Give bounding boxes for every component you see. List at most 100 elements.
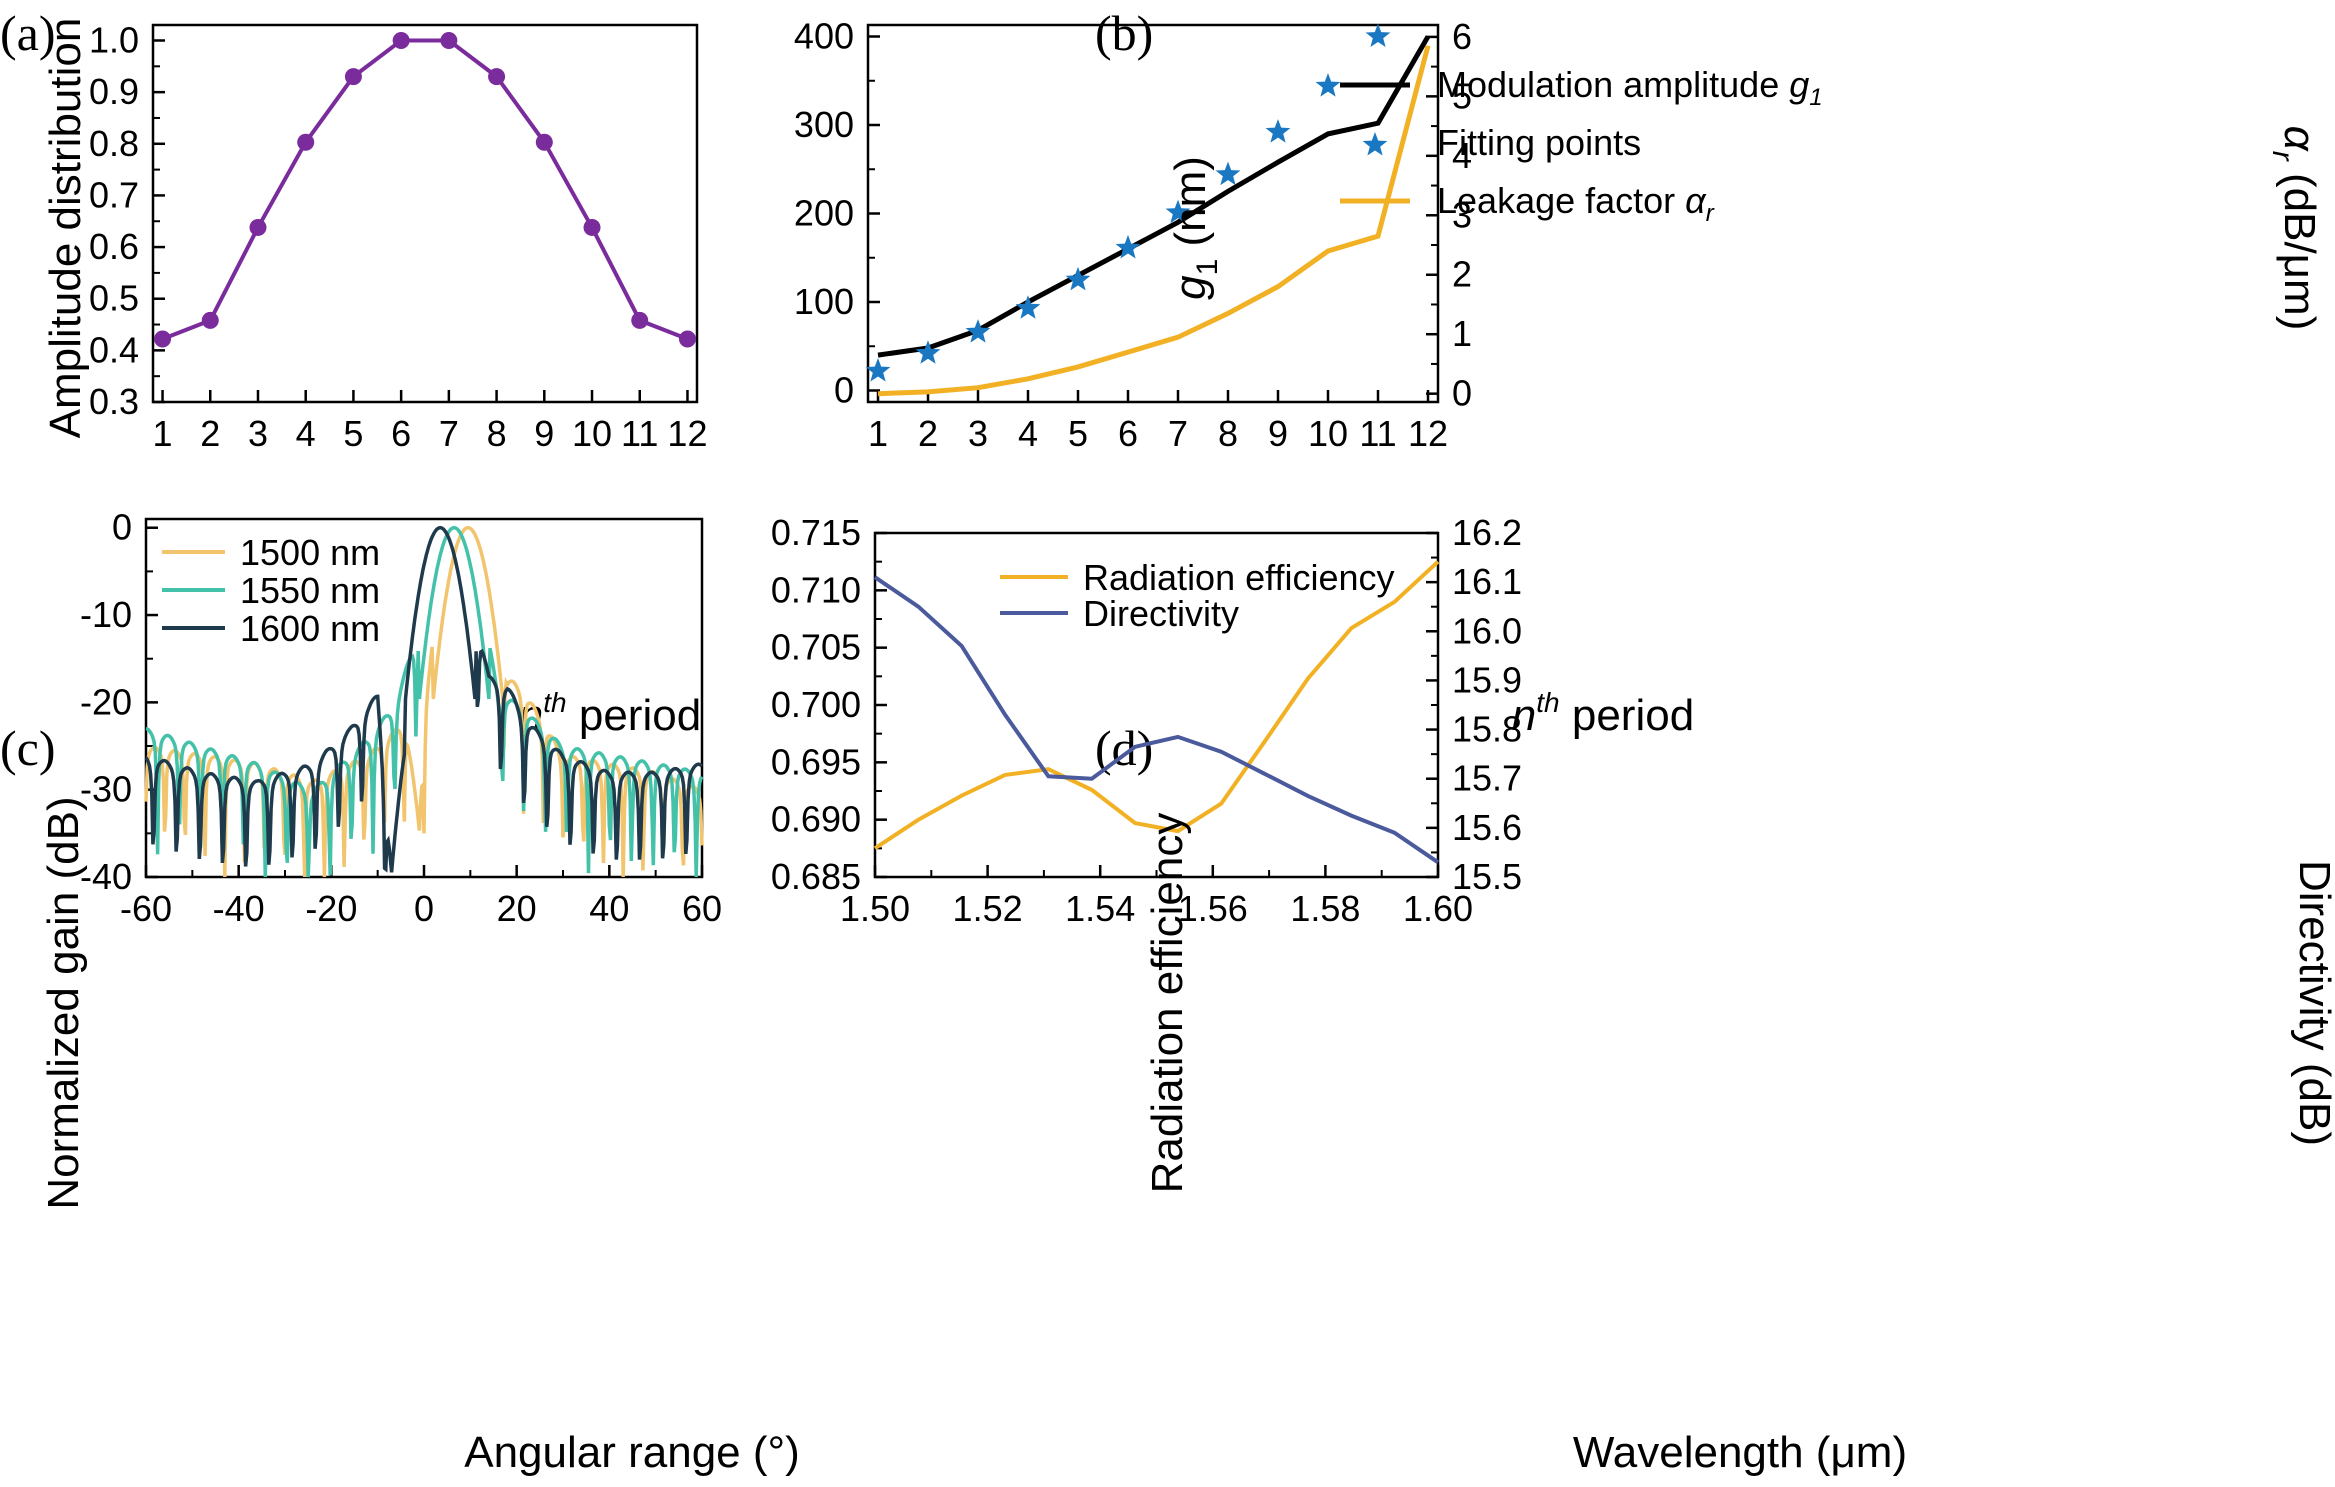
panel-a-marker <box>631 311 649 329</box>
panel-a-ytick-label: 0.4 <box>89 329 139 370</box>
panel-d-efficiency-line <box>873 560 1440 850</box>
panel-c-series-3 <box>144 525 704 873</box>
panel-a-ytick-label: 0.8 <box>89 123 139 164</box>
panel-b-fit-star <box>1065 266 1091 291</box>
panel-c-xtick-label: -60 <box>120 888 172 929</box>
panel-b-xtick-label: 4 <box>1018 413 1038 454</box>
panel-a-marker <box>249 218 267 236</box>
panel-d-plot-area: 1.50 1.52 1.54 1.56 1.58 1.60 0.685 0.690 0.695 0… <box>771 512 1522 929</box>
panel-a-xtick-label: 5 <box>343 413 363 454</box>
panel-b-xtick-label: 8 <box>1218 413 1238 454</box>
panel-b-fit-star <box>1265 119 1291 143</box>
panel-c-ytick-label: -30 <box>80 769 132 810</box>
panel-d-ytick-label: 0.705 <box>771 627 861 668</box>
panel-d-ytick-label: 0.685 <box>771 856 861 897</box>
panel-d-ytick-label: 0.710 <box>771 569 861 610</box>
panel-c-xtick-label: 0 <box>414 888 434 929</box>
panel-d-y2tick-label: 16.0 <box>1452 610 1522 651</box>
panel-a-marker <box>297 133 315 151</box>
panel-d-xtick-label: 1.60 <box>1403 888 1473 929</box>
panel-c: (c) -60 -40 -20 0 20 40 60-40-30-20-100 Normal… <box>0 507 800 1477</box>
panel-c-label: (c) <box>0 720 56 776</box>
panel-a-marker <box>488 68 506 86</box>
panel-b-label: (b) <box>1095 5 1153 61</box>
panel-c-ytick-label: -40 <box>80 856 132 897</box>
panel-c-series-2 <box>145 525 704 878</box>
panel-a-xtick-label: 10 <box>572 413 612 454</box>
panel-a-marker <box>201 311 219 329</box>
legend-swatch-fitting <box>1362 132 1388 156</box>
panel-a-xtick-label: 7 <box>439 413 459 454</box>
panel-d-y2tick-label: 15.7 <box>1452 758 1522 799</box>
panel-b-xtick-label: 7 <box>1168 413 1188 454</box>
legend-label-3: 1600 nm <box>240 608 380 649</box>
legend-label-2: 1550 nm <box>240 570 380 611</box>
legend-label-leakage: Leakage factor αr <box>1437 180 1715 227</box>
panel-b-y2tick-label: 6 <box>1452 16 1472 57</box>
panel-b-ytick-label: 0 <box>834 369 854 410</box>
panel-c-ytick-label: -20 <box>80 681 132 722</box>
panel-d: (d) 1.50 1.52 1.54 1.56 1.58 1.60 0.685 0.690 0.… <box>771 512 2335 1477</box>
panel-d-y2tick-label: 15.9 <box>1452 659 1522 700</box>
panel-a-xtick-label: 9 <box>534 413 554 454</box>
panel-a-xtick-label: 4 <box>296 413 316 454</box>
panel-c-ylabel: Normalized gain (dB) <box>39 796 88 1209</box>
panel-b-y2tick-label: 3 <box>1452 194 1472 235</box>
panel-b-fit-star <box>1365 23 1391 47</box>
panel-a-xtick-label: 3 <box>248 413 268 454</box>
legend-label-efficiency: Radiation efficiency <box>1083 557 1395 598</box>
panel-d-y2tick-label: 16.2 <box>1452 512 1522 553</box>
panel-b-xtick-label: 1 <box>868 413 888 454</box>
panel-d-directivity-line <box>873 575 1440 864</box>
panel-d-xtick-label: 1.52 <box>953 888 1023 929</box>
panel-a-line <box>161 38 689 341</box>
panel-b-ytick-label: 300 <box>794 104 854 145</box>
panel-b-xtick-label: 2 <box>918 413 938 454</box>
panel-b-xtick-label: 3 <box>968 413 988 454</box>
panel-a-ytick-label: 0.6 <box>89 226 139 267</box>
panel-a-axes-frame <box>151 23 699 404</box>
panel-d-ytick-label: 0.695 <box>771 741 861 782</box>
panel-a-marker <box>678 330 696 348</box>
panel-b-xtick-label: 9 <box>1268 413 1288 454</box>
panel-a-label: (a) <box>0 5 56 61</box>
panel-a-xtick-label: 2 <box>200 413 220 454</box>
panel-b-fit-star <box>1115 235 1141 259</box>
panel-d-y2tick-label: 15.8 <box>1452 709 1522 750</box>
panel-d-y2tick-label: 15.5 <box>1452 856 1522 897</box>
panel-b-ylabel: g1 (nm) <box>1166 156 1224 300</box>
panel-c-xtick-label: 40 <box>589 888 629 929</box>
legend-label-directivity: Directivity <box>1083 593 1239 634</box>
panel-b-xtick-label: 6 <box>1118 413 1138 454</box>
panel-a-xtick-label: 6 <box>391 413 411 454</box>
panel-b-modulation-line <box>877 35 1431 358</box>
panel-c-ytick-label: -10 <box>80 594 132 635</box>
panel-a-xlabel: nth period <box>519 687 701 740</box>
panel-b-xlabel: nth period <box>1512 687 1694 740</box>
legend-label-1: 1500 nm <box>240 532 380 573</box>
panel-b: (b) 1 2 3 4 5 6 7 8 9 10 11 1201002003004000123456 … <box>794 5 2324 740</box>
panel-a-marker <box>583 218 601 236</box>
panel-a-xtick-label: 12 <box>667 413 707 454</box>
panel-b-xtick-label: 12 <box>1408 413 1448 454</box>
panel-b-legend: Modulation amplitude g1 Fitting points L… <box>1340 64 1823 227</box>
panel-b-y2tick-label: 5 <box>1452 75 1472 116</box>
panel-b-fit-star <box>1165 199 1191 224</box>
panel-b-fit-star <box>865 358 891 382</box>
panel-d-xlabel: Wavelength (μm) <box>1573 1428 1907 1477</box>
panel-c-plot-area: -60 -40 -20 0 20 40 60-40-30-20-100 <box>80 507 722 929</box>
panel-d-ytick-label: 0.700 <box>771 684 861 725</box>
panel-b-y2tick-label: 0 <box>1452 373 1472 414</box>
panel-b-y2label: αr (dB/μm) <box>2266 126 2324 331</box>
panel-a-marker <box>344 68 362 86</box>
panel-b-fit-star <box>1315 73 1341 97</box>
panel-a-xtick-label: 11 <box>621 413 658 454</box>
panel-d-y2tick-label: 16.1 <box>1452 561 1522 602</box>
panel-b-xtick-label: 10 <box>1308 413 1348 454</box>
panel-d-y2label: Directivity (dB) <box>2290 860 2335 1146</box>
panel-a-ylabel: Amplitude distribution <box>41 18 90 439</box>
panel-a-marker <box>535 133 553 151</box>
